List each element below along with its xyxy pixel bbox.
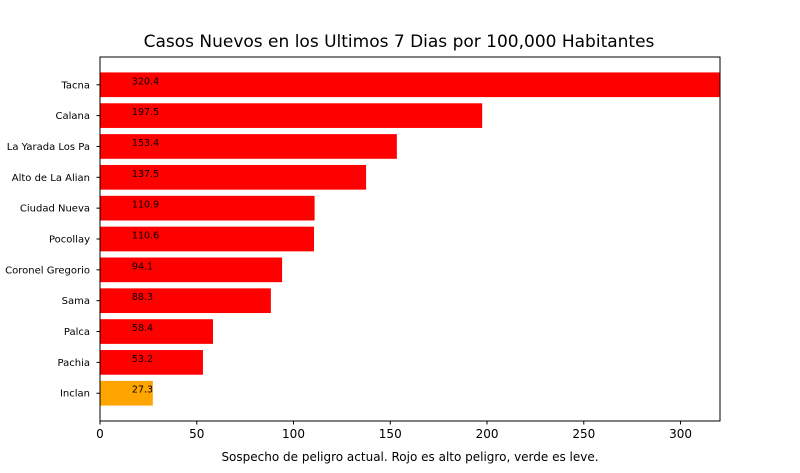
x-axis-label: Sospecho de peligro actual. Rojo es alto… <box>221 450 598 464</box>
data-label: 53.2 <box>132 354 153 365</box>
data-label: 110.6 <box>132 231 159 242</box>
y-tick-label: La Yarada Los Pa <box>7 142 90 153</box>
x-tick-label: 50 <box>189 427 204 441</box>
plot-frame <box>99 56 721 422</box>
data-label: 94.1 <box>132 261 153 272</box>
y-tick-labels: Tacna Calana La Yarada Los Pa Alto de La Al… <box>5 80 100 400</box>
data-label: 88.3 <box>132 292 153 303</box>
data-label: 320.4 <box>132 76 159 87</box>
bar <box>100 350 203 375</box>
data-label: 27.3 <box>132 385 153 396</box>
bar <box>100 103 483 128</box>
bar <box>100 380 153 406</box>
x-tick-label: 250 <box>572 427 595 441</box>
bar <box>100 164 367 190</box>
y-tick-label: Tacna <box>60 80 90 91</box>
x-tick-label: 200 <box>476 427 499 441</box>
data-label: 197.5 <box>132 107 159 118</box>
data-label: 153.4 <box>132 138 159 149</box>
y-tick-label: Sama <box>62 296 90 307</box>
y-tick-label: Calana <box>56 111 90 122</box>
bar <box>100 257 283 283</box>
x-tick-label: 300 <box>669 427 692 441</box>
y-tick-label: Ciudad Nueva <box>20 204 90 215</box>
bar <box>100 72 720 98</box>
y-tick-label: Alto de La Alian <box>12 173 90 184</box>
chart-title: Casos Nuevos en los Ultimos 7 Dias por 1… <box>144 32 655 52</box>
data-labels: 320.4 197.5 153.4 137.5 110.9 110.6 94.1 88.3 58… <box>132 76 159 395</box>
y-tick-label: Palca <box>64 327 90 338</box>
y-tick-label: Pachia <box>58 358 90 369</box>
bar <box>100 134 397 159</box>
bar <box>100 226 315 252</box>
bar <box>100 319 214 344</box>
y-tick-label: Inclan <box>60 389 90 400</box>
bar <box>100 195 315 221</box>
data-label: 58.4 <box>132 323 153 334</box>
data-label: 110.9 <box>132 200 159 211</box>
x-tick-label: 100 <box>282 427 305 441</box>
y-tick-label: Pocollay <box>49 235 90 246</box>
x-axis-ticks: 0 50 100 150 200 250 300 <box>96 421 692 441</box>
data-label: 137.5 <box>132 169 159 180</box>
bar <box>100 288 271 314</box>
x-tick-label: 150 <box>379 427 402 441</box>
bars-group <box>100 72 720 406</box>
y-tick-label: Coronel Gregorio <box>5 265 90 276</box>
x-tick-label: 0 <box>96 427 104 441</box>
